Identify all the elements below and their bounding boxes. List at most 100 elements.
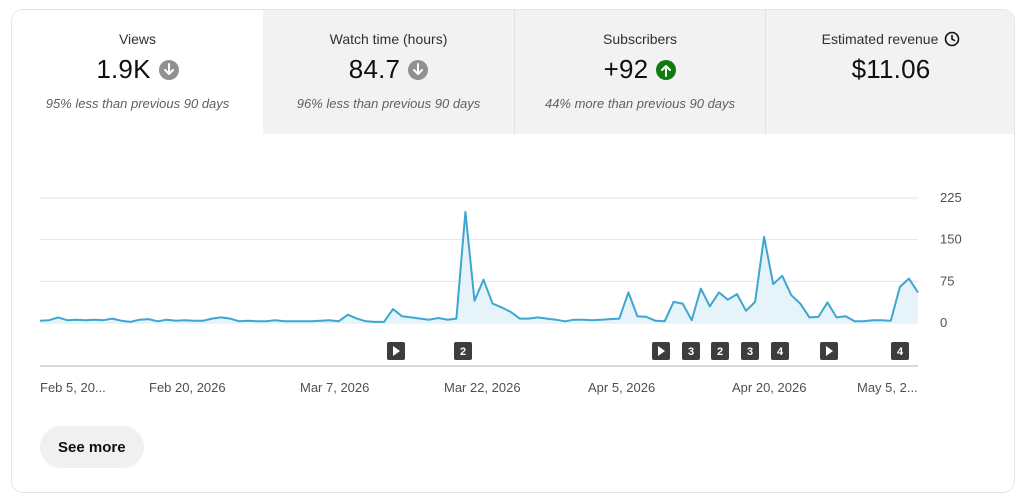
video-count-marker[interactable]: 2 (711, 342, 729, 360)
data-point (907, 277, 910, 280)
metric-label-wrap: Estimated revenue (766, 31, 1014, 47)
data-point (500, 306, 503, 309)
data-point (473, 299, 476, 302)
data-point (337, 320, 340, 323)
data-point (401, 315, 404, 318)
data-point (111, 317, 114, 320)
data-point (844, 315, 847, 318)
data-point (554, 318, 557, 321)
data-point (165, 318, 168, 321)
metric-label: Views (118, 31, 157, 47)
marker-box (741, 342, 759, 360)
data-point (781, 274, 784, 277)
play-icon (393, 346, 400, 356)
data-point (808, 316, 811, 319)
data-point (229, 317, 232, 320)
data-point (256, 320, 259, 323)
x-axis-labels: Feb 5, 20... Feb 20, 2026 Mar 7, 2026 Mar 2… (40, 380, 918, 395)
data-point (871, 319, 874, 322)
marker-count: 2 (717, 346, 723, 358)
data-point (509, 310, 512, 313)
data-point (745, 309, 748, 312)
arrow-up-icon (656, 59, 677, 80)
play-icon (658, 346, 665, 356)
data-point (310, 320, 313, 323)
data-point (917, 291, 920, 294)
data-point (147, 318, 150, 321)
video-published-marker[interactable] (387, 342, 405, 360)
data-point (726, 298, 729, 301)
video-count-marker[interactable]: 3 (741, 342, 759, 360)
y-tick-label: 225 (940, 190, 962, 205)
data-point (708, 305, 711, 308)
data-point (817, 315, 820, 318)
arrow-down-icon (158, 59, 179, 80)
x-tick-label: Apr 20, 2026 (732, 380, 806, 395)
data-point (410, 316, 413, 319)
series-line (39, 210, 919, 323)
data-point (754, 300, 757, 303)
marker-box (711, 342, 729, 360)
data-point (582, 318, 585, 321)
metric-label: Estimated revenue (821, 31, 939, 47)
views-chart: 0 75 150 225 2 3 2 3 4 4 Feb 5, 20... Feb 20, 202… (39, 190, 962, 395)
data-point (192, 319, 195, 322)
data-point (373, 320, 376, 323)
data-point (328, 319, 331, 322)
data-point (392, 308, 395, 311)
data-point (790, 294, 793, 297)
data-point (283, 320, 286, 323)
metric-tabs: Views 1.9K 95% less than previous 90 day… (12, 10, 1014, 134)
data-point (102, 319, 105, 322)
data-point (618, 317, 621, 320)
play-icon (826, 346, 833, 356)
data-point (527, 317, 530, 320)
data-point (835, 316, 838, 319)
data-point (482, 278, 485, 281)
metric-tab-views[interactable]: Views 1.9K 95% less than previous 90 day… (12, 10, 263, 134)
data-point (536, 316, 539, 319)
data-point (66, 319, 69, 322)
x-tick-label: Mar 7, 2026 (300, 380, 369, 395)
data-point (853, 320, 856, 323)
data-point (84, 319, 87, 322)
marker-count: 3 (688, 346, 694, 358)
data-point (545, 317, 548, 320)
data-point (446, 318, 449, 321)
video-count-marker[interactable]: 2 (454, 342, 472, 360)
video-published-marker[interactable] (820, 342, 838, 360)
metric-value: $11.06 (851, 54, 931, 84)
data-point (265, 320, 268, 323)
data-point (346, 313, 349, 316)
video-published-marker[interactable] (652, 342, 670, 360)
data-point (210, 317, 213, 320)
series-area (40, 211, 918, 323)
data-point (681, 302, 684, 305)
data-point (735, 293, 738, 296)
metric-value: +92 (603, 54, 649, 84)
metric-label: Watch time (hours) (329, 31, 448, 47)
video-markers: 2 3 2 3 4 4 (387, 342, 909, 360)
metric-tab-revenue[interactable]: Estimated revenue $11.06 (765, 10, 1014, 134)
data-point (672, 300, 675, 303)
data-point (880, 319, 883, 322)
data-point (201, 319, 204, 322)
x-tick-label: May 5, 2... (857, 380, 918, 395)
video-count-marker[interactable]: 3 (682, 342, 700, 360)
video-count-marker[interactable]: 4 (891, 342, 909, 360)
data-point (355, 317, 358, 320)
data-point (690, 319, 693, 322)
see-more-button[interactable]: See more (40, 426, 144, 468)
data-point (717, 291, 720, 294)
marker-box (891, 342, 909, 360)
data-point (654, 319, 657, 322)
video-count-marker[interactable]: 4 (771, 342, 789, 360)
metric-tab-watch-time[interactable]: Watch time (hours) 84.7 96% less than pr… (263, 10, 514, 134)
metric-tab-subscribers[interactable]: Subscribers +92 44% more than previous 9… (514, 10, 765, 134)
data-point (220, 316, 223, 319)
metric-value: 84.7 (348, 54, 401, 84)
data-point (518, 317, 521, 320)
marker-count: 2 (460, 346, 466, 358)
data-point (319, 319, 322, 322)
marker-box (771, 342, 789, 360)
